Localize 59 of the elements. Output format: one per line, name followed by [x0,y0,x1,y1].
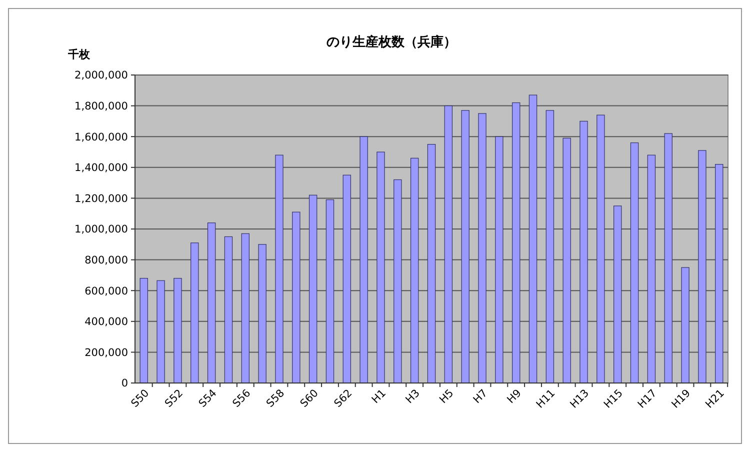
bar [596,114,605,384]
bar [224,236,233,384]
y-tick-label: 1,400,000 [74,162,128,174]
bar [512,102,520,384]
bar [647,154,656,384]
bar [394,179,402,384]
x-tick-label: H5 [437,387,456,406]
bar [292,212,300,384]
chart-title: のり生産枚数（兵庫） [326,34,456,50]
bar [562,138,571,384]
x-tick-label: S54 [196,387,220,410]
x-tick-label: H3 [404,387,422,406]
bar [715,164,724,384]
bar [326,199,334,384]
bar [140,278,148,384]
y-axis-title: 千枚 [67,48,91,61]
bar [342,174,352,384]
x-tick-label: S62 [332,387,355,410]
y-tick-label: 800,000 [84,254,128,266]
bar [478,113,486,384]
bar [698,150,706,384]
y-tick-label: 0 [121,378,128,390]
bar [410,158,419,384]
bar [376,152,385,384]
bar [427,144,436,384]
bar [681,267,690,384]
x-tick-label: S52 [162,387,186,410]
x-tick-label: S58 [264,387,287,410]
bar [614,206,622,384]
x-tick-label: S60 [298,387,321,410]
bar [630,142,639,384]
x-tick-label: H1 [370,387,388,406]
bar [241,233,250,384]
x-tick-label: H9 [505,387,524,406]
bar [495,136,504,384]
y-tick-label: 1,000,000 [74,224,128,236]
bar [444,106,453,384]
bar [308,194,318,384]
bar [258,244,266,384]
bar [156,280,165,384]
x-tick-label: H7 [471,387,490,406]
bar [528,94,538,384]
bar [664,133,672,384]
y-tick-label: 200,000 [84,346,128,359]
y-tick-label: 1,800,000 [74,100,128,112]
y-tick-label: 2,000,000 [74,70,128,82]
y-tick-label: 600,000 [84,285,128,298]
y-tick-label: 1,600,000 [74,131,128,144]
bar [546,110,554,384]
bar [360,136,368,384]
bar [207,222,216,384]
bar [275,154,284,384]
bar [580,120,588,384]
bar [461,110,470,384]
y-tick-label: 1,200,000 [74,192,128,205]
bar [174,278,182,384]
bar [190,242,199,384]
x-tick-label: S50 [128,387,152,410]
y-tick-label: 400,000 [84,316,128,328]
